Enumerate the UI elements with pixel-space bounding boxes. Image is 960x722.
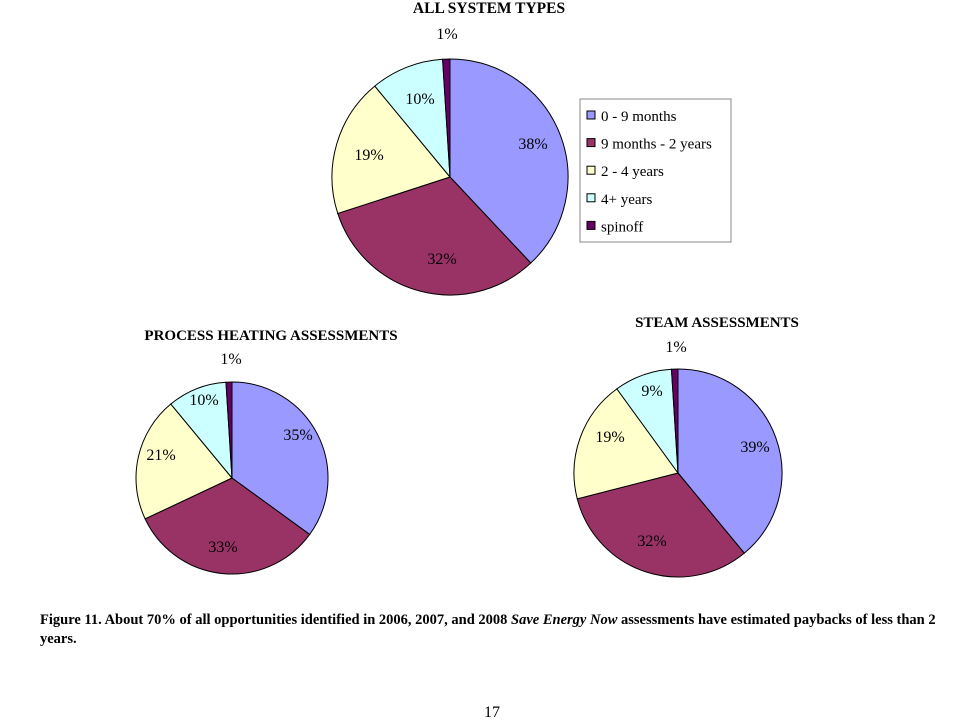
- pie-slice-9-months-2-years: [337, 176, 532, 296]
- caption-emphasis: Save Energy Now: [511, 612, 618, 628]
- legend-box: [579, 98, 732, 243]
- data-label-spinoff: 1%: [436, 26, 457, 43]
- pie-slice-9-months-2-years: [144, 477, 311, 575]
- data-label-spinoff: 1%: [220, 351, 241, 368]
- data-label-4-years: 9%: [641, 383, 662, 400]
- pie-slice-2-4-years: [135, 403, 233, 520]
- caption-prefix: Figure 11. About 70% of all opportunitie…: [40, 612, 512, 628]
- legend-label-4-years: 4+ years: [601, 192, 653, 208]
- pie-slice-0-9-months: [231, 381, 329, 536]
- data-label-0-9-months: 39%: [740, 439, 769, 456]
- page-number: 17: [484, 704, 500, 721]
- pie-slice-spinoff: [225, 381, 233, 479]
- legend-label-0-9-months: 0 - 9 months: [601, 109, 677, 125]
- pie-slice-0-9-months: [449, 58, 569, 264]
- data-label-0-9-months: 38%: [518, 136, 547, 153]
- data-label-spinoff: 1%: [665, 339, 686, 356]
- pie-slice-0-9-months: [677, 368, 783, 554]
- pie-chart-steam-assessments: STEAM ASSESSMENTS 39% 32% 19% 9% 1%: [573, 315, 799, 578]
- pie-chart-process-heating-assessments: PROCESS HEATING ASSESSMENTS 35% 33% 21% 10% 1…: [135, 328, 398, 575]
- data-label-9-months-2-years: 33%: [208, 539, 237, 556]
- chart-title: ALL SYSTEM TYPES: [413, 0, 565, 17]
- data-label-4-years: 10%: [405, 91, 434, 108]
- legend-swatch-spinoff: [586, 220, 596, 230]
- legend-label-spinoff: spinoff: [601, 219, 643, 235]
- legend-label-9-months-2-years: 9 months - 2 years: [601, 137, 712, 153]
- data-label-9-months-2-years: 32%: [427, 251, 456, 268]
- chart-title: PROCESS HEATING ASSESSMENTS: [144, 328, 397, 344]
- pie-slice-spinoff: [442, 58, 451, 178]
- pie-chart-all-system-types: ALL SYSTEM TYPES 38% 32% 19% 10% 1% 0 - 9 mont…: [331, 0, 732, 296]
- pie-slice-4-years: [374, 58, 451, 179]
- legend: 0 - 9 months 9 months - 2 years 2 - 4 year…: [579, 98, 732, 243]
- data-label-4-years: 10%: [189, 392, 218, 409]
- data-label-2-4-years: 21%: [146, 447, 175, 464]
- data-label-9-months-2-years: 32%: [637, 533, 666, 550]
- pie-slice-9-months-2-years: [576, 472, 745, 578]
- chart-title: STEAM ASSESSMENTS: [635, 315, 799, 331]
- data-label-2-4-years: 19%: [354, 147, 383, 164]
- legend-label-2-4-years: 2 - 4 years: [601, 164, 664, 180]
- caption-suffix: assessments have estimated paybacks of l…: [40, 612, 936, 647]
- legend-swatch-2-4-years: [586, 165, 596, 175]
- legend-swatch-0-9-months: [586, 110, 596, 120]
- data-label-0-9-months: 35%: [283, 427, 312, 444]
- pie-slice-spinoff: [670, 368, 679, 474]
- charts-area: ALL SYSTEM TYPES 38% 32% 19% 10% 1% 0 - 9 mont…: [135, 0, 799, 578]
- figure-caption: Figure 11. About 70% of all opportunitie…: [40, 611, 960, 649]
- legend-swatch-4-years: [586, 193, 596, 203]
- data-label-2-4-years: 19%: [595, 429, 624, 446]
- pie-slice-2-4-years: [573, 388, 679, 500]
- pie-slice-2-4-years: [331, 85, 451, 215]
- legend-swatch-9-months-2-years: [586, 138, 596, 148]
